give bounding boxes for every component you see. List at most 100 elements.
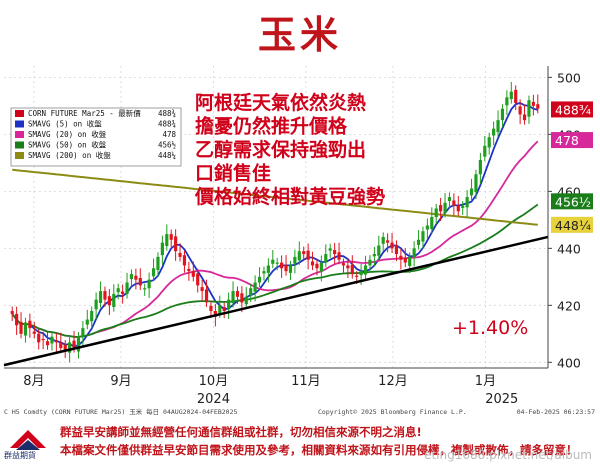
- legend-label: SMAVG (200) on 收盤: [28, 150, 111, 160]
- candle-body: [386, 240, 390, 243]
- candle-body: [116, 288, 120, 293]
- candle-body: [368, 259, 372, 266]
- candle-body: [527, 100, 531, 117]
- legend-value: 488¾: [158, 120, 177, 129]
- candle-body: [430, 217, 434, 229]
- candle-body: [474, 174, 478, 192]
- sma-200-line: [12, 168, 538, 226]
- candle-body: [10, 311, 14, 314]
- candle-body: [103, 291, 107, 300]
- candle-body: [447, 197, 452, 202]
- page-title: 玉米: [257, 13, 342, 57]
- candle-body: [23, 322, 28, 336]
- candle-body: [509, 91, 513, 100]
- legend-swatch: [15, 131, 24, 138]
- logo-text: 群益期貨: [4, 451, 36, 460]
- y-tick-label: 440: [557, 241, 581, 256]
- candle-body: [403, 258, 407, 263]
- candle-body: [443, 202, 447, 214]
- legend: CORN FUTURE Mar25 - 最新價 488¾ SMAVG (5) on …: [10, 107, 182, 167]
- candle-body: [518, 106, 522, 115]
- legend-swatch: [15, 110, 24, 117]
- candle-body: [359, 271, 363, 276]
- candle-body: [41, 338, 45, 341]
- legend-swatch: [15, 120, 24, 128]
- candle-body: [81, 328, 85, 337]
- candle-body: [536, 104, 540, 109]
- source-label: C H5 Comdty (CORN FUTURE Mar25) 玉米 每日 04…: [4, 407, 237, 416]
- annotation-line: 口銷售佳: [195, 162, 271, 185]
- price-tag: [551, 132, 593, 149]
- candle-body: [408, 256, 412, 267]
- copyright-label: Copyright© 2025 Bloomberg Finance L.P.: [318, 408, 467, 416]
- candle-body: [328, 248, 332, 251]
- candle-body: [54, 340, 58, 343]
- candle-body: [434, 208, 438, 217]
- candle-body: [275, 262, 279, 264]
- legend-label: SMAVG (20) on 收盤: [28, 129, 107, 139]
- price-tag: [551, 101, 593, 118]
- footer-disclaimer-1: 群益早安講師並無經營任何通信群組或社群，切勿相信來源不明之消息!: [60, 425, 422, 439]
- candlesticks: [10, 81, 540, 363]
- candle-body: [196, 273, 200, 286]
- price-tag: [551, 216, 593, 233]
- legend-label: CORN FUTURE Mar25 - 最新價: [28, 108, 141, 118]
- candle-body: [372, 254, 376, 257]
- candle-body: [112, 293, 116, 308]
- y-tick-label: 500: [557, 70, 581, 85]
- candle-body: [63, 344, 67, 351]
- candle-body: [244, 296, 248, 305]
- price-tags: 488¾ 478 456½ 448¼: [551, 101, 593, 233]
- annotation-line: 價格始終相對黃豆強勢: [194, 185, 385, 208]
- candle-body: [143, 288, 147, 290]
- moving-average-lines: [11, 102, 539, 348]
- candle-body: [337, 252, 341, 260]
- candle-body: [452, 200, 456, 206]
- candle-body: [138, 277, 142, 286]
- candle-body: [134, 275, 138, 280]
- candle-body: [94, 299, 98, 310]
- candle-body: [253, 282, 257, 292]
- candle-body: [355, 275, 359, 277]
- candle-body: [156, 256, 160, 270]
- candle-body: [478, 160, 482, 175]
- candle-body: [218, 305, 222, 314]
- candle-body: [315, 263, 319, 269]
- candle-body: [249, 288, 253, 296]
- candle-body: [160, 242, 164, 256]
- candle-body: [394, 244, 399, 255]
- watermark: eting1688.pixnet.net/album: [424, 448, 592, 462]
- logo-icon: [10, 430, 46, 450]
- candle-body: [412, 248, 416, 257]
- candle-body: [350, 264, 354, 274]
- sma-50-line: [11, 203, 539, 338]
- candle-body: [333, 250, 337, 255]
- x-tick-label: 1月: [475, 374, 496, 389]
- candle-body: [32, 331, 36, 334]
- candle-body: [19, 321, 23, 334]
- candle-body: [200, 287, 204, 292]
- candle-body: [107, 296, 111, 306]
- annotation-line: 阿根廷天氣依然炎熱: [195, 91, 366, 114]
- x-year-label: 2024: [197, 392, 230, 407]
- price-tag-label: 478: [555, 133, 579, 148]
- legend-value: 448¼: [158, 151, 177, 160]
- candle-body: [341, 263, 346, 266]
- price-tag: [551, 193, 593, 210]
- candle-body: [456, 205, 460, 212]
- candle-body: [280, 262, 284, 269]
- candle-body: [182, 255, 187, 266]
- candle-body: [465, 197, 469, 208]
- candle-body: [76, 336, 81, 352]
- timestamp-label: 04-Feb-2025 06:23:57: [517, 408, 595, 416]
- x-tick-label: 9月: [110, 374, 131, 389]
- candle-body: [37, 333, 41, 343]
- legend-swatch: [15, 141, 24, 149]
- candle-body: [235, 291, 240, 297]
- candle-body: [191, 271, 195, 277]
- legend-value: 478: [162, 130, 176, 139]
- candle-body: [262, 271, 266, 274]
- candle-body: [68, 342, 72, 353]
